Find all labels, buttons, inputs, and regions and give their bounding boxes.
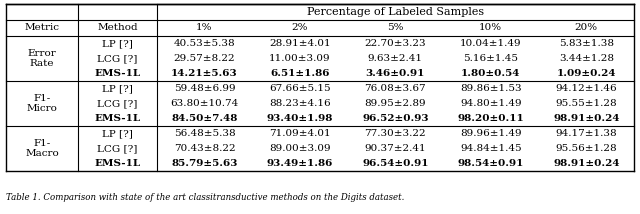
- Text: 10.04±1.49: 10.04±1.49: [460, 39, 522, 48]
- Text: 90.37±2.41: 90.37±2.41: [365, 144, 426, 153]
- Text: 88.23±4.16: 88.23±4.16: [269, 99, 331, 108]
- Text: 63.80±10.74: 63.80±10.74: [170, 99, 239, 108]
- Text: 10%: 10%: [479, 24, 502, 33]
- Text: Method: Method: [97, 24, 138, 33]
- Text: LCG [?]: LCG [?]: [97, 144, 138, 153]
- Text: 67.66±5.15: 67.66±5.15: [269, 84, 331, 93]
- Text: 96.54±0.91: 96.54±0.91: [362, 159, 429, 168]
- Text: 77.30±3.22: 77.30±3.22: [365, 129, 426, 138]
- Text: 89.00±3.09: 89.00±3.09: [269, 144, 331, 153]
- Text: 93.49±1.86: 93.49±1.86: [267, 159, 333, 168]
- Text: 14.21±5.63: 14.21±5.63: [171, 69, 238, 78]
- Text: 98.54±0.91: 98.54±0.91: [458, 159, 524, 168]
- Text: 98.20±0.11: 98.20±0.11: [458, 114, 524, 123]
- Text: Error
Rate: Error Rate: [28, 49, 56, 68]
- Text: LP [?]: LP [?]: [102, 39, 133, 48]
- Text: F1-
Macro: F1- Macro: [25, 139, 59, 158]
- Text: 11.00±3.09: 11.00±3.09: [269, 54, 331, 63]
- Text: 1.09±0.24: 1.09±0.24: [557, 69, 616, 78]
- Text: 76.08±3.67: 76.08±3.67: [365, 84, 426, 93]
- Text: 3.44±1.28: 3.44±1.28: [559, 54, 614, 63]
- Text: 70.43±8.22: 70.43±8.22: [173, 144, 236, 153]
- Text: 94.80±1.49: 94.80±1.49: [460, 99, 522, 108]
- Text: 56.48±5.38: 56.48±5.38: [173, 129, 236, 138]
- Text: LCG [?]: LCG [?]: [97, 99, 138, 108]
- Text: 96.52±0.93: 96.52±0.93: [362, 114, 429, 123]
- Text: 5.83±1.38: 5.83±1.38: [559, 39, 614, 48]
- Text: 95.56±1.28: 95.56±1.28: [556, 144, 617, 153]
- Text: LCG [?]: LCG [?]: [97, 54, 138, 63]
- Text: Table 1. Comparison with state of the art classitransductive methods on the Digi: Table 1. Comparison with state of the ar…: [6, 193, 404, 202]
- Text: EMS-1L: EMS-1L: [94, 69, 141, 78]
- Text: 5.16±1.45: 5.16±1.45: [463, 54, 518, 63]
- Text: EMS-1L: EMS-1L: [94, 114, 141, 123]
- Text: 89.96±1.49: 89.96±1.49: [460, 129, 522, 138]
- Text: 71.09±4.01: 71.09±4.01: [269, 129, 331, 138]
- Text: 2%: 2%: [292, 24, 308, 33]
- Text: 59.48±6.99: 59.48±6.99: [173, 84, 236, 93]
- Text: 40.53±5.38: 40.53±5.38: [173, 39, 236, 48]
- Text: 6.51±1.86: 6.51±1.86: [270, 69, 330, 78]
- Text: EMS-1L: EMS-1L: [94, 159, 141, 168]
- Text: Percentage of Labeled Samples: Percentage of Labeled Samples: [307, 7, 484, 17]
- Text: 94.12±1.46: 94.12±1.46: [556, 84, 617, 93]
- Text: 28.91±4.01: 28.91±4.01: [269, 39, 331, 48]
- Text: LP [?]: LP [?]: [102, 129, 133, 138]
- Text: 89.95±2.89: 89.95±2.89: [365, 99, 426, 108]
- Text: 98.91±0.24: 98.91±0.24: [553, 159, 620, 168]
- Text: LP [?]: LP [?]: [102, 84, 133, 93]
- Text: 89.86±1.53: 89.86±1.53: [460, 84, 522, 93]
- Text: 98.91±0.24: 98.91±0.24: [553, 114, 620, 123]
- Text: 3.46±0.91: 3.46±0.91: [365, 69, 425, 78]
- Text: 95.55±1.28: 95.55±1.28: [556, 99, 617, 108]
- Text: 1.80±0.54: 1.80±0.54: [461, 69, 520, 78]
- Text: 29.57±8.22: 29.57±8.22: [173, 54, 236, 63]
- Text: 22.70±3.23: 22.70±3.23: [365, 39, 426, 48]
- Text: F1-
Micro: F1- Micro: [27, 94, 58, 113]
- Text: 94.84±1.45: 94.84±1.45: [460, 144, 522, 153]
- Text: 9.63±2.41: 9.63±2.41: [368, 54, 423, 63]
- Text: 1%: 1%: [196, 24, 212, 33]
- Text: 20%: 20%: [575, 24, 598, 33]
- Text: Metric: Metric: [24, 24, 60, 33]
- Text: 5%: 5%: [387, 24, 404, 33]
- Text: 94.17±1.38: 94.17±1.38: [556, 129, 617, 138]
- Text: 93.40±1.98: 93.40±1.98: [267, 114, 333, 123]
- Text: 84.50±7.48: 84.50±7.48: [172, 114, 237, 123]
- Text: 85.79±5.63: 85.79±5.63: [172, 159, 237, 168]
